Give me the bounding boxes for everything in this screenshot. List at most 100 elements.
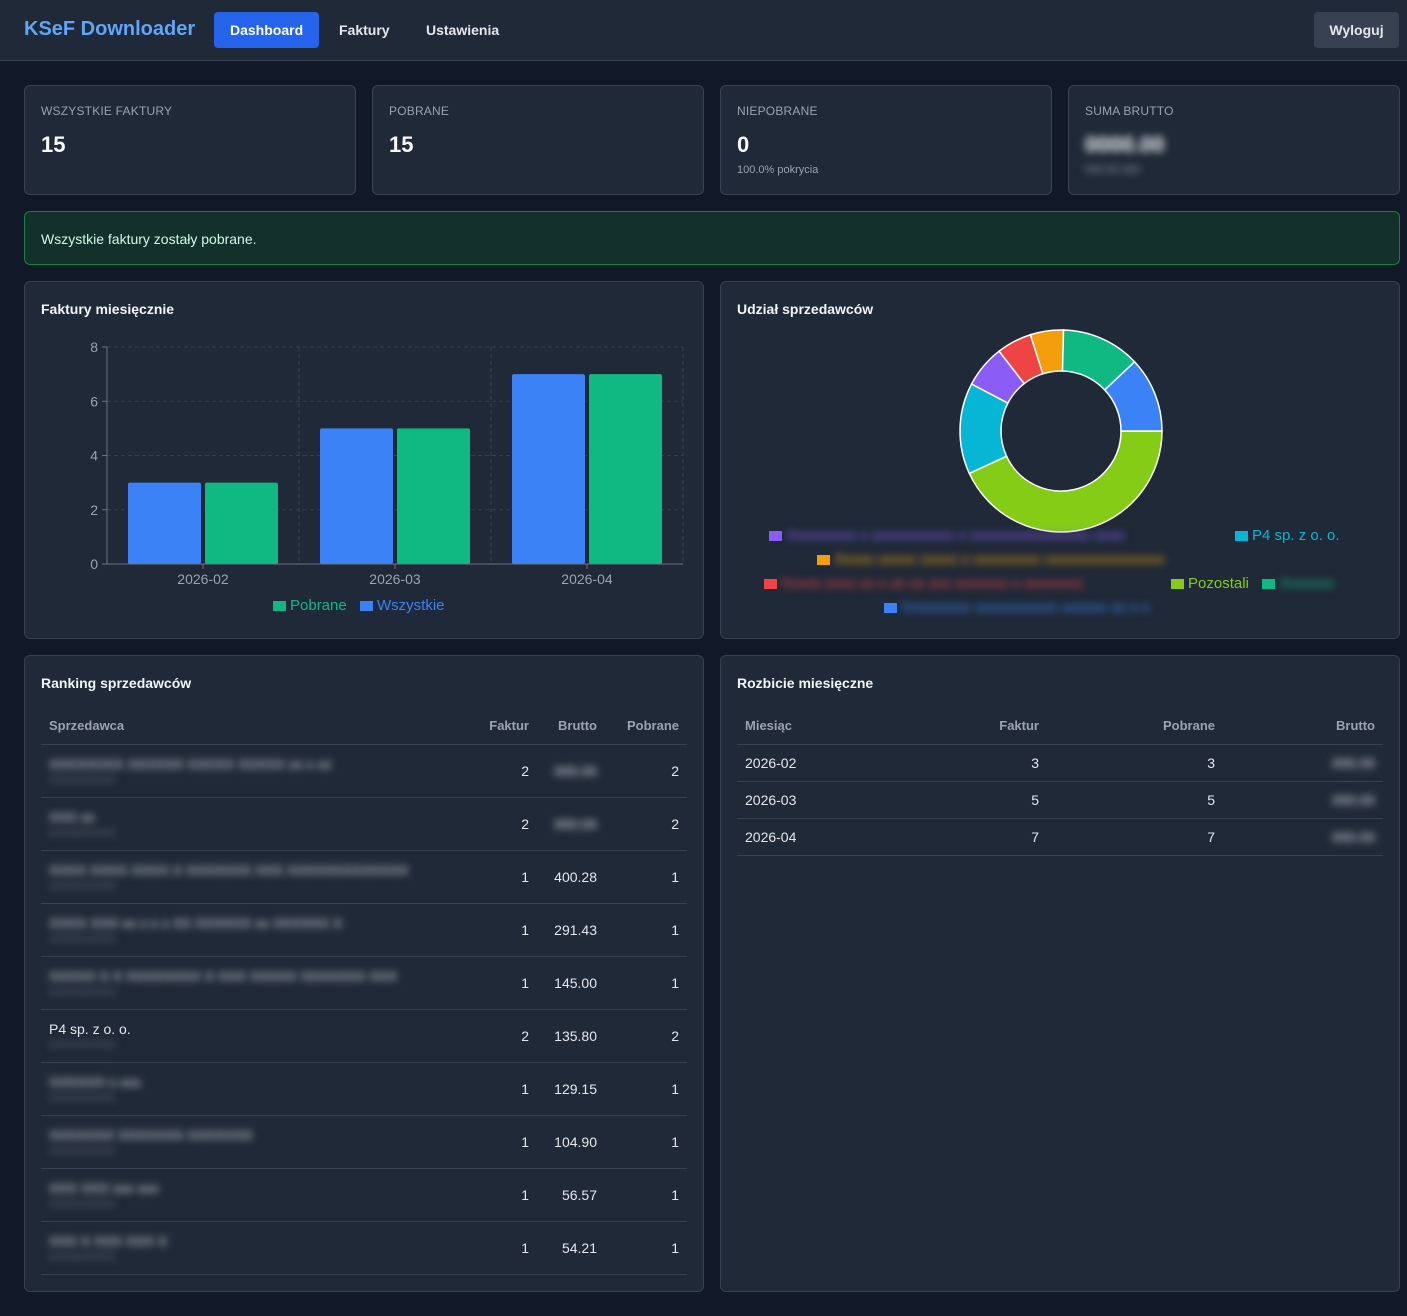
table-row[interactable]: XXX X XXX XXX X XXXXXXXXXX 1 54.21 1 xyxy=(41,1221,687,1275)
legend-swatch xyxy=(884,603,897,614)
col-header-count[interactable]: Faktur xyxy=(465,708,537,745)
gross-cell: 000.00 xyxy=(1223,818,1383,856)
downloaded-cell: 3 xyxy=(1047,744,1223,782)
gross-cell: 54.21 xyxy=(537,1221,605,1275)
pie-legend-item[interactable]: Xxxxxxx xyxy=(1262,575,1334,592)
seller-nip: XXXXXXXXXX xyxy=(49,986,116,998)
count-cell: 2 xyxy=(465,1009,537,1063)
legend-label-redacted: Xxxxxxx xyxy=(1279,575,1335,592)
y-tick-label: 2 xyxy=(90,502,98,518)
table-row[interactable]: 2026-02 3 3 000.00 xyxy=(737,744,1383,782)
stat-value: 15 xyxy=(389,132,414,157)
bar-pobrane-2026-03[interactable] xyxy=(397,428,470,564)
table-row[interactable]: XXX xx XXXXXXXXXX 2 000.00 2 xyxy=(41,797,687,851)
card-title: Ranking sprzedawców xyxy=(41,675,192,691)
legend-swatch xyxy=(769,531,782,542)
gross-cell: 145.00 xyxy=(537,956,605,1010)
table-row[interactable]: XXXXXXXX XXXXXX XXXXX XXXXX xx x xx XXXX… xyxy=(41,744,687,798)
col-header-month[interactable]: Miesiąc xyxy=(737,708,897,745)
logout-button[interactable]: Wyloguj xyxy=(1314,12,1399,48)
stat-label: WSZYSTKIE FAKTURY xyxy=(41,104,173,118)
bar-wszystkie-2026-02[interactable] xyxy=(128,482,201,564)
card-title: Udział sprzedawców xyxy=(737,301,874,317)
legend-pobrane[interactable]: Pobrane xyxy=(273,597,347,614)
legend-label: P4 sp. z o. o. xyxy=(1252,527,1340,544)
nav-ustawienia[interactable]: Ustawienia xyxy=(410,12,515,48)
count-cell: 1 xyxy=(465,903,537,957)
col-header-seller[interactable]: Sprzedawca xyxy=(41,708,465,745)
donut-slice[interactable] xyxy=(1103,360,1163,432)
seller-cell: XXX XXX xxx xxx XXXXXXXXXX xyxy=(41,1168,465,1222)
table-row[interactable]: XXXX XXX xx x x x XX XXXXXX xx XXXXXX X … xyxy=(41,903,687,957)
success-alert: Wszystkie faktury zostały pobrane. xyxy=(24,211,1400,265)
col-header-count[interactable]: Faktur xyxy=(897,708,1047,745)
y-tick-label: 6 xyxy=(90,393,98,409)
donut-chart xyxy=(959,329,1163,533)
legend-swatch xyxy=(1262,579,1275,590)
pie-legend-item[interactable]: Xxxxx xxxxx xxxxx x xxxxxxxxx xxxxxxxxxx… xyxy=(817,551,1165,568)
monthly-breakdown-card: Rozbicie miesięczne Miesiąc Faktur Pobra… xyxy=(720,655,1400,1292)
col-header-downloaded[interactable]: Pobrane xyxy=(1047,708,1223,745)
seller-cell: XXXX XXXX XXXX X XXXXXXX XXX XXXXXXXXXXX… xyxy=(41,850,465,904)
donut-slice[interactable] xyxy=(968,430,1163,533)
nav-faktury[interactable]: Faktury xyxy=(323,12,406,48)
seller-name: XXXXX X X XXXXXXXX X XXX XXXXX XXXXXXX X… xyxy=(49,967,398,984)
downloaded-cell: 1 xyxy=(605,1115,687,1169)
table-row[interactable]: XXXXX X X XXXXXXXX X XXX XXXXX XXXXXXX X… xyxy=(41,956,687,1010)
legend-wszystkie[interactable]: Wszystkie xyxy=(360,597,445,614)
count-cell: 2 xyxy=(465,797,537,851)
stat-label: NIEPOBRANE xyxy=(737,104,818,118)
count-cell: 5 xyxy=(897,781,1047,819)
ranking-card: Ranking sprzedawców Sprzedawca Faktur Br… xyxy=(24,655,704,1292)
seller-nip: XXXXXXXXXX xyxy=(49,1198,116,1210)
stat-card-downloaded: POBRANE 15 xyxy=(372,85,704,195)
nav-dashboard[interactable]: Dashboard xyxy=(214,12,320,48)
x-tick-label: 2026-03 xyxy=(369,571,421,587)
x-tick-label: 2026-02 xyxy=(177,571,229,587)
legend-label: Pobrane xyxy=(290,597,347,614)
legend-swatch xyxy=(764,579,777,590)
seller-name: XXXXXXX XXXXXXX XXXXXXX xyxy=(49,1126,253,1143)
seller-nip: XXXXXXXXXX xyxy=(49,1092,116,1104)
seller-cell: XXX X XXX XXX X XXXXXXXXXX xyxy=(41,1221,465,1275)
seller-nip: XXXXXXXXXX xyxy=(49,1039,116,1051)
pie-legend-item[interactable]: Xxxxx xxxx xx x xx xx xxx xxxxxxx x xxxx… xyxy=(764,575,1084,592)
pie-legend-item[interactable]: Xxxxxxxxx x xxxxxxxxxxx x xxxxxxxxxxxxxx… xyxy=(769,527,1124,544)
pie-legend-item[interactable]: Xxxxxxxxx xxxxxxxxxxx xxxxxx xx x x xyxy=(884,599,1149,616)
bar-pobrane-2026-04[interactable] xyxy=(589,374,662,564)
col-header-downloaded[interactable]: Pobrane xyxy=(605,708,687,745)
bar-wszystkie-2026-04[interactable] xyxy=(512,374,585,564)
month-cell: 2026-04 xyxy=(737,818,897,856)
bar-wszystkie-2026-03[interactable] xyxy=(320,428,393,564)
monthly-breakdown-table: Miesiąc Faktur Pobrane Brutto 2026-02 3 … xyxy=(737,708,1383,856)
col-header-gross[interactable]: Brutto xyxy=(1223,708,1383,745)
pie-legend-item[interactable]: P4 sp. z o. o. xyxy=(1235,527,1340,544)
legend-label-redacted: Xxxxxxxxx x xxxxxxxxxxx x xxxxxxxxxxxxxx… xyxy=(786,527,1125,544)
top-bar: KSeF Downloader Dashboard Faktury Ustawi… xyxy=(0,0,1407,61)
count-cell: 3 xyxy=(897,744,1047,782)
legend-label: Pozostali xyxy=(1188,575,1249,592)
seller-name: XXXXXX x xxx xyxy=(49,1073,141,1090)
pie-chart-card: Udział sprzedawców Xxxxxxxxx x xxxxxxxxx… xyxy=(720,281,1400,639)
table-row[interactable]: 2026-03 5 5 000.00 xyxy=(737,781,1383,819)
gross-cell: 000.00 xyxy=(537,744,605,798)
table-row[interactable]: 2026-04 7 7 000.00 xyxy=(737,818,1383,856)
downloaded-cell: 1 xyxy=(605,1168,687,1222)
col-header-gross[interactable]: Brutto xyxy=(537,708,605,745)
table-row[interactable]: XXXX XXXX XXXX X XXXXXXX XXX XXXXXXXXXXX… xyxy=(41,850,687,904)
stat-coverage: 100.0% pokrycia xyxy=(737,164,819,176)
table-row[interactable]: XXXXXXX XXXXXXX XXXXXXX XXXXXXXXXX 1 104… xyxy=(41,1115,687,1169)
seller-nip: XXXXXXXXXX xyxy=(49,774,116,786)
table-row[interactable]: XXX XXX xxx xxx XXXXXXXXXX 1 56.57 1 xyxy=(41,1168,687,1222)
bar-pobrane-2026-02[interactable] xyxy=(205,482,278,564)
downloaded-cell: 7 xyxy=(1047,818,1223,856)
table-row[interactable]: XXXXXX x xxx XXXXXXXXXX 1 129.15 1 xyxy=(41,1062,687,1116)
stat-label: SUMA BRUTTO xyxy=(1085,104,1174,118)
seller-cell: XXX xx XXXXXXXXXX xyxy=(41,797,465,851)
seller-cell: XXXXXXX XXXXXXX XXXXXXX XXXXXXXXXX xyxy=(41,1115,465,1169)
pie-legend-item[interactable]: Pozostali xyxy=(1171,575,1249,592)
monthly-chart-card: Faktury miesięcznie 0 2 4 6 8 2026-02 2026-03 2… xyxy=(24,281,704,639)
legend-swatch xyxy=(273,601,286,612)
legend-swatch xyxy=(360,601,373,612)
table-row[interactable]: P4 sp. z o. o. XXXXXXXXXX 2 135.80 2 xyxy=(41,1009,687,1063)
